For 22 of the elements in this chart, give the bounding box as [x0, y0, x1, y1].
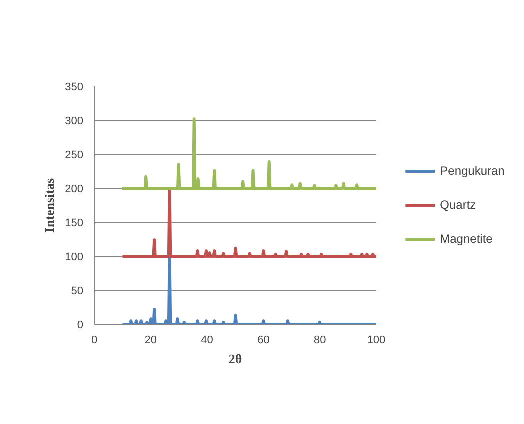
line-series — [121, 255, 376, 324]
y-tick-label: 300 — [65, 116, 84, 128]
y-tick-label: 350 — [65, 82, 84, 94]
y-tick-label: 150 — [65, 218, 84, 230]
y-tick-label: 50 — [71, 286, 84, 298]
legend-label: Quartz — [440, 198, 476, 212]
x-tick-label: 60 — [258, 334, 270, 346]
line-series — [120, 118, 376, 190]
x-tick-label: 100 — [367, 334, 386, 346]
x-tick-label: 80 — [314, 334, 326, 346]
y-tick-label: 200 — [65, 184, 84, 196]
legend-label: Pengukuran — [440, 164, 505, 178]
x-tick-label: 0 — [91, 334, 98, 346]
legend-label: Magnetite — [440, 232, 493, 246]
x-tick-label: 40 — [201, 334, 214, 346]
y-tick-label: 100 — [65, 252, 84, 264]
x-tick-label: 20 — [144, 334, 158, 346]
y-tick-label: 0 — [77, 320, 84, 332]
x-axis-title: 2θ — [228, 352, 242, 366]
y-tick-label: 250 — [65, 150, 84, 162]
y-axis-title: Intensitas — [42, 178, 58, 233]
line-series — [121, 187, 376, 258]
